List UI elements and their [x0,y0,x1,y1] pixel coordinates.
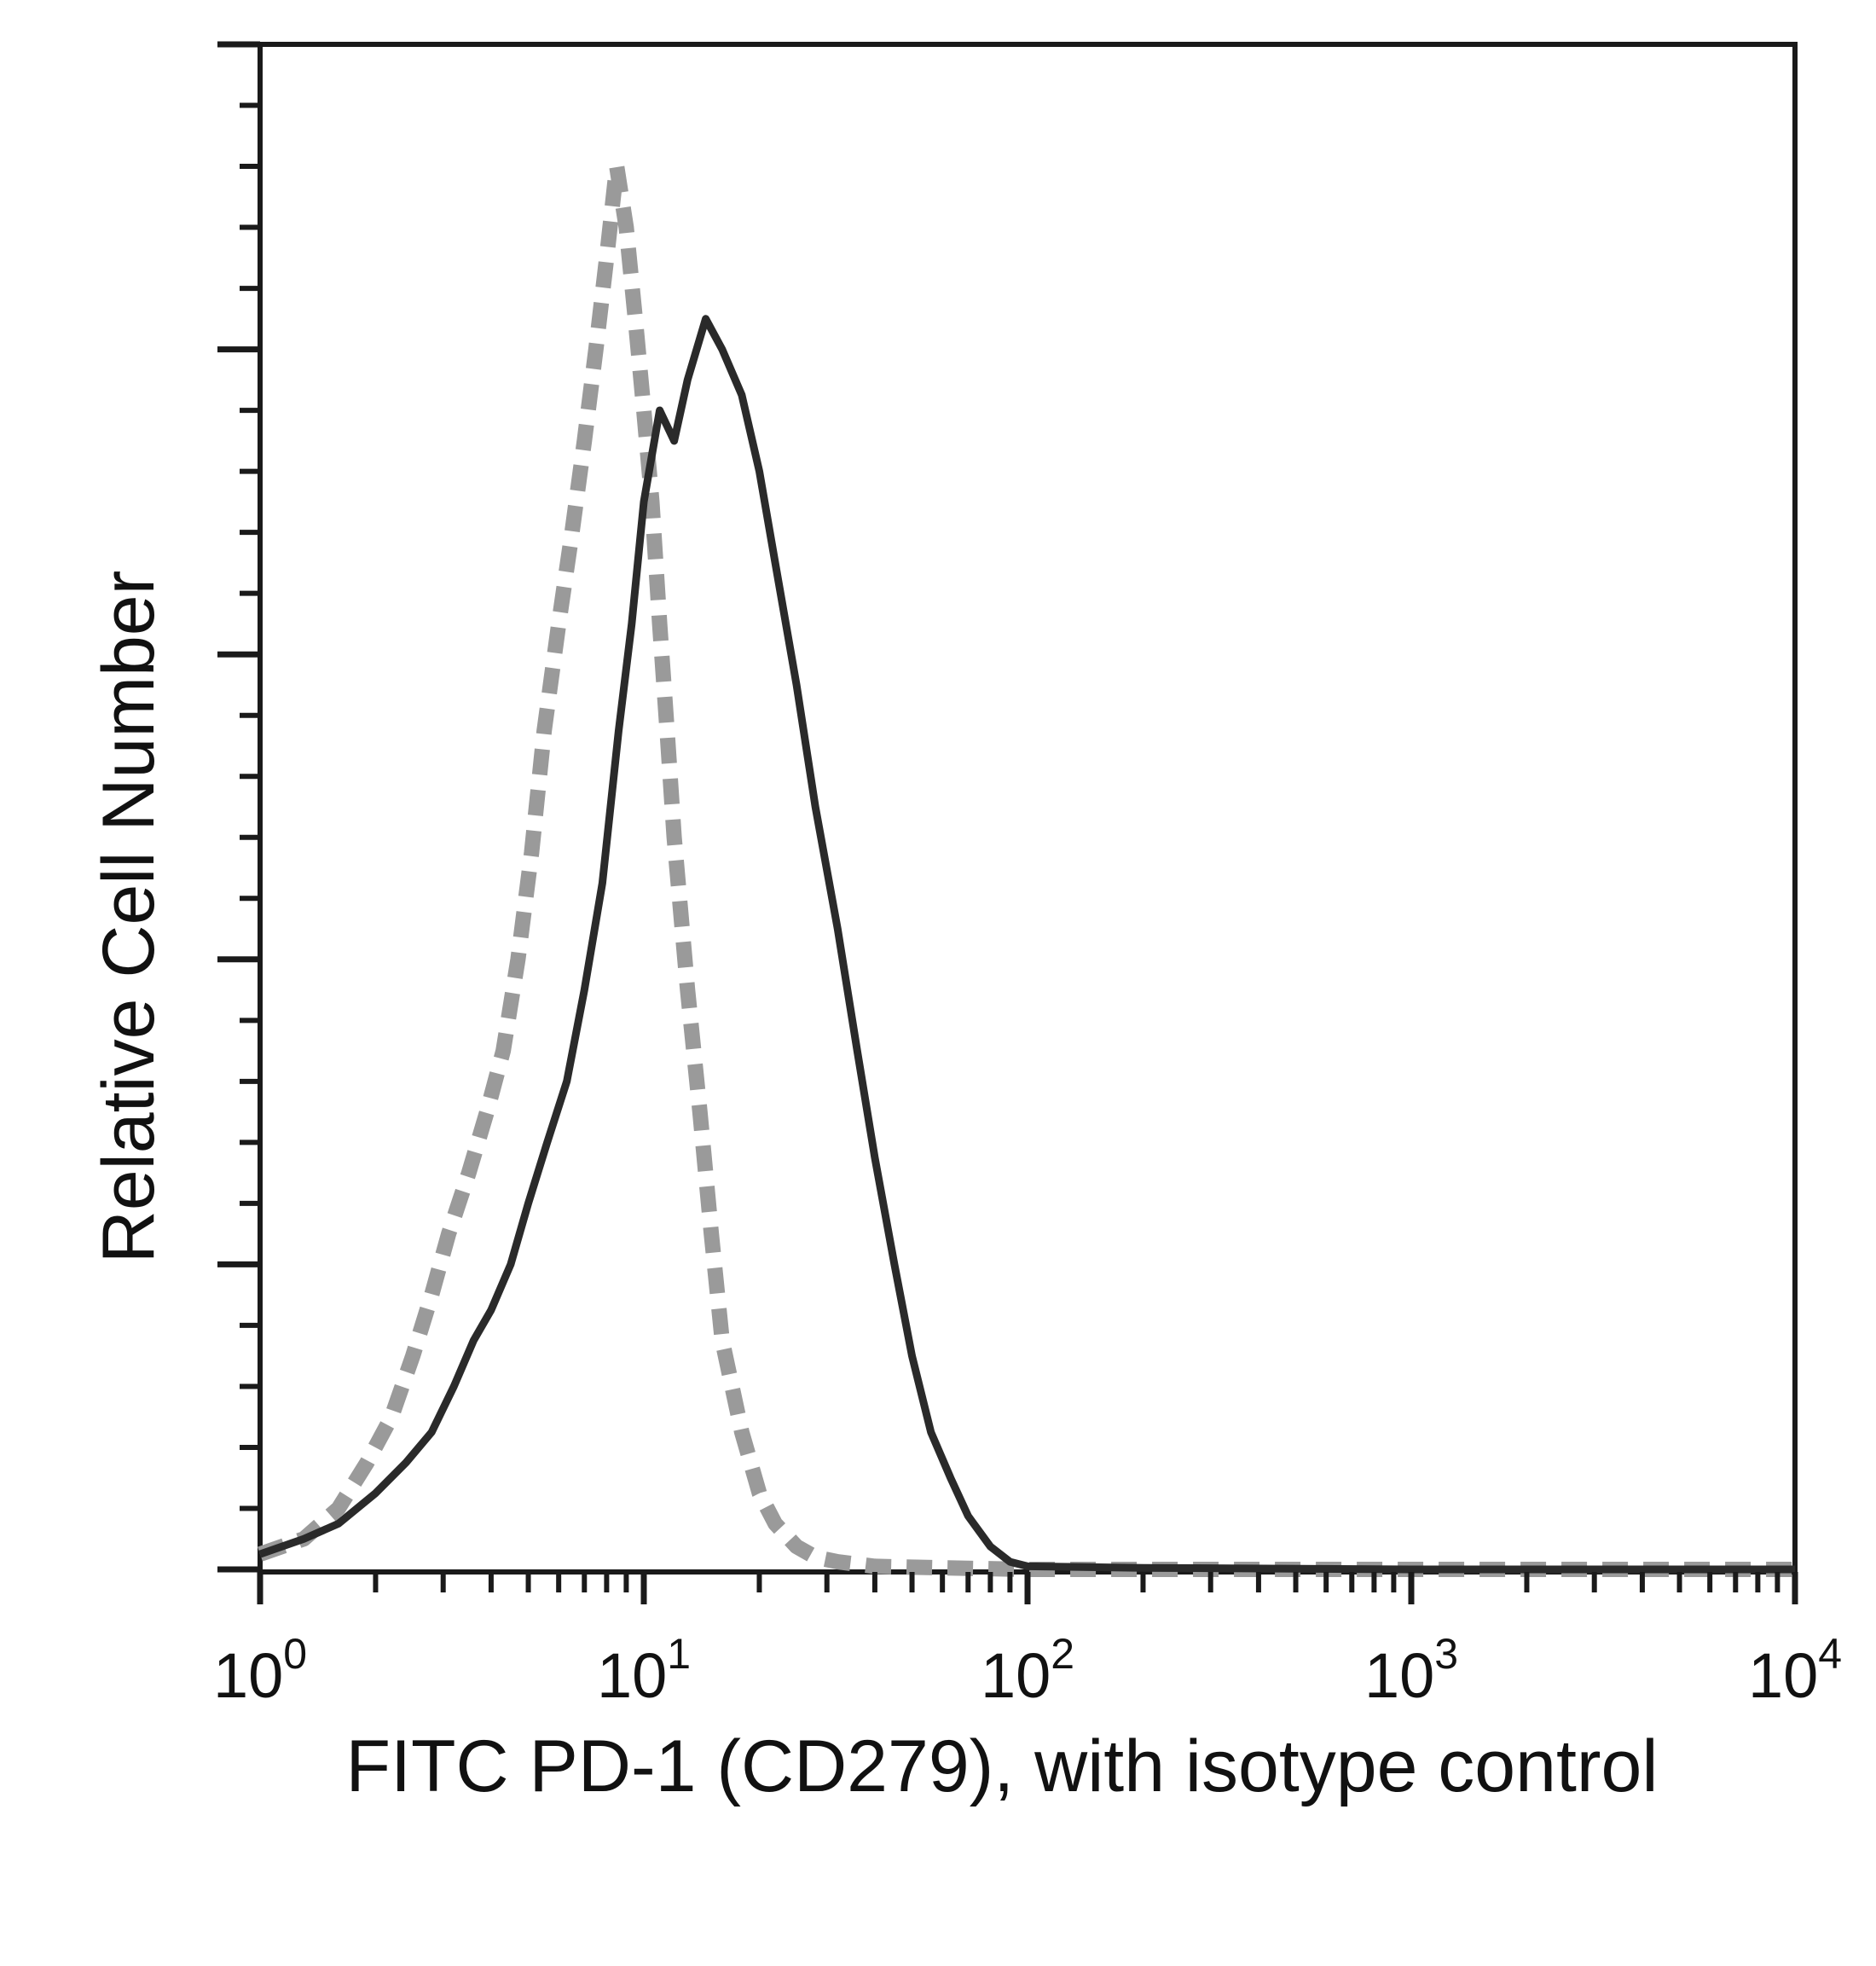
x-axis-ticks [257,1572,1798,1604]
x-tick-label: 101 [597,1630,691,1711]
x-tick-label: 104 [1748,1630,1842,1711]
x-tick-label: 102 [981,1630,1074,1711]
plot-area [258,42,1798,1577]
y-axis-ticks [217,41,260,1573]
pd1-stained-histogram [258,315,1795,1574]
x-axis-tick-labels: 100 101 102 103 104 [213,1630,1842,1711]
x-tick-label: 103 [1364,1630,1458,1711]
x-tick-label: 100 [213,1630,307,1711]
x-axis-title: FITC PD-1 (CD279), with isotype control [346,1725,1659,1807]
plot-frame [258,42,1798,1575]
isotype-control-histogram [258,159,1795,1577]
y-axis-title: Relative Cell Number [88,571,170,1264]
